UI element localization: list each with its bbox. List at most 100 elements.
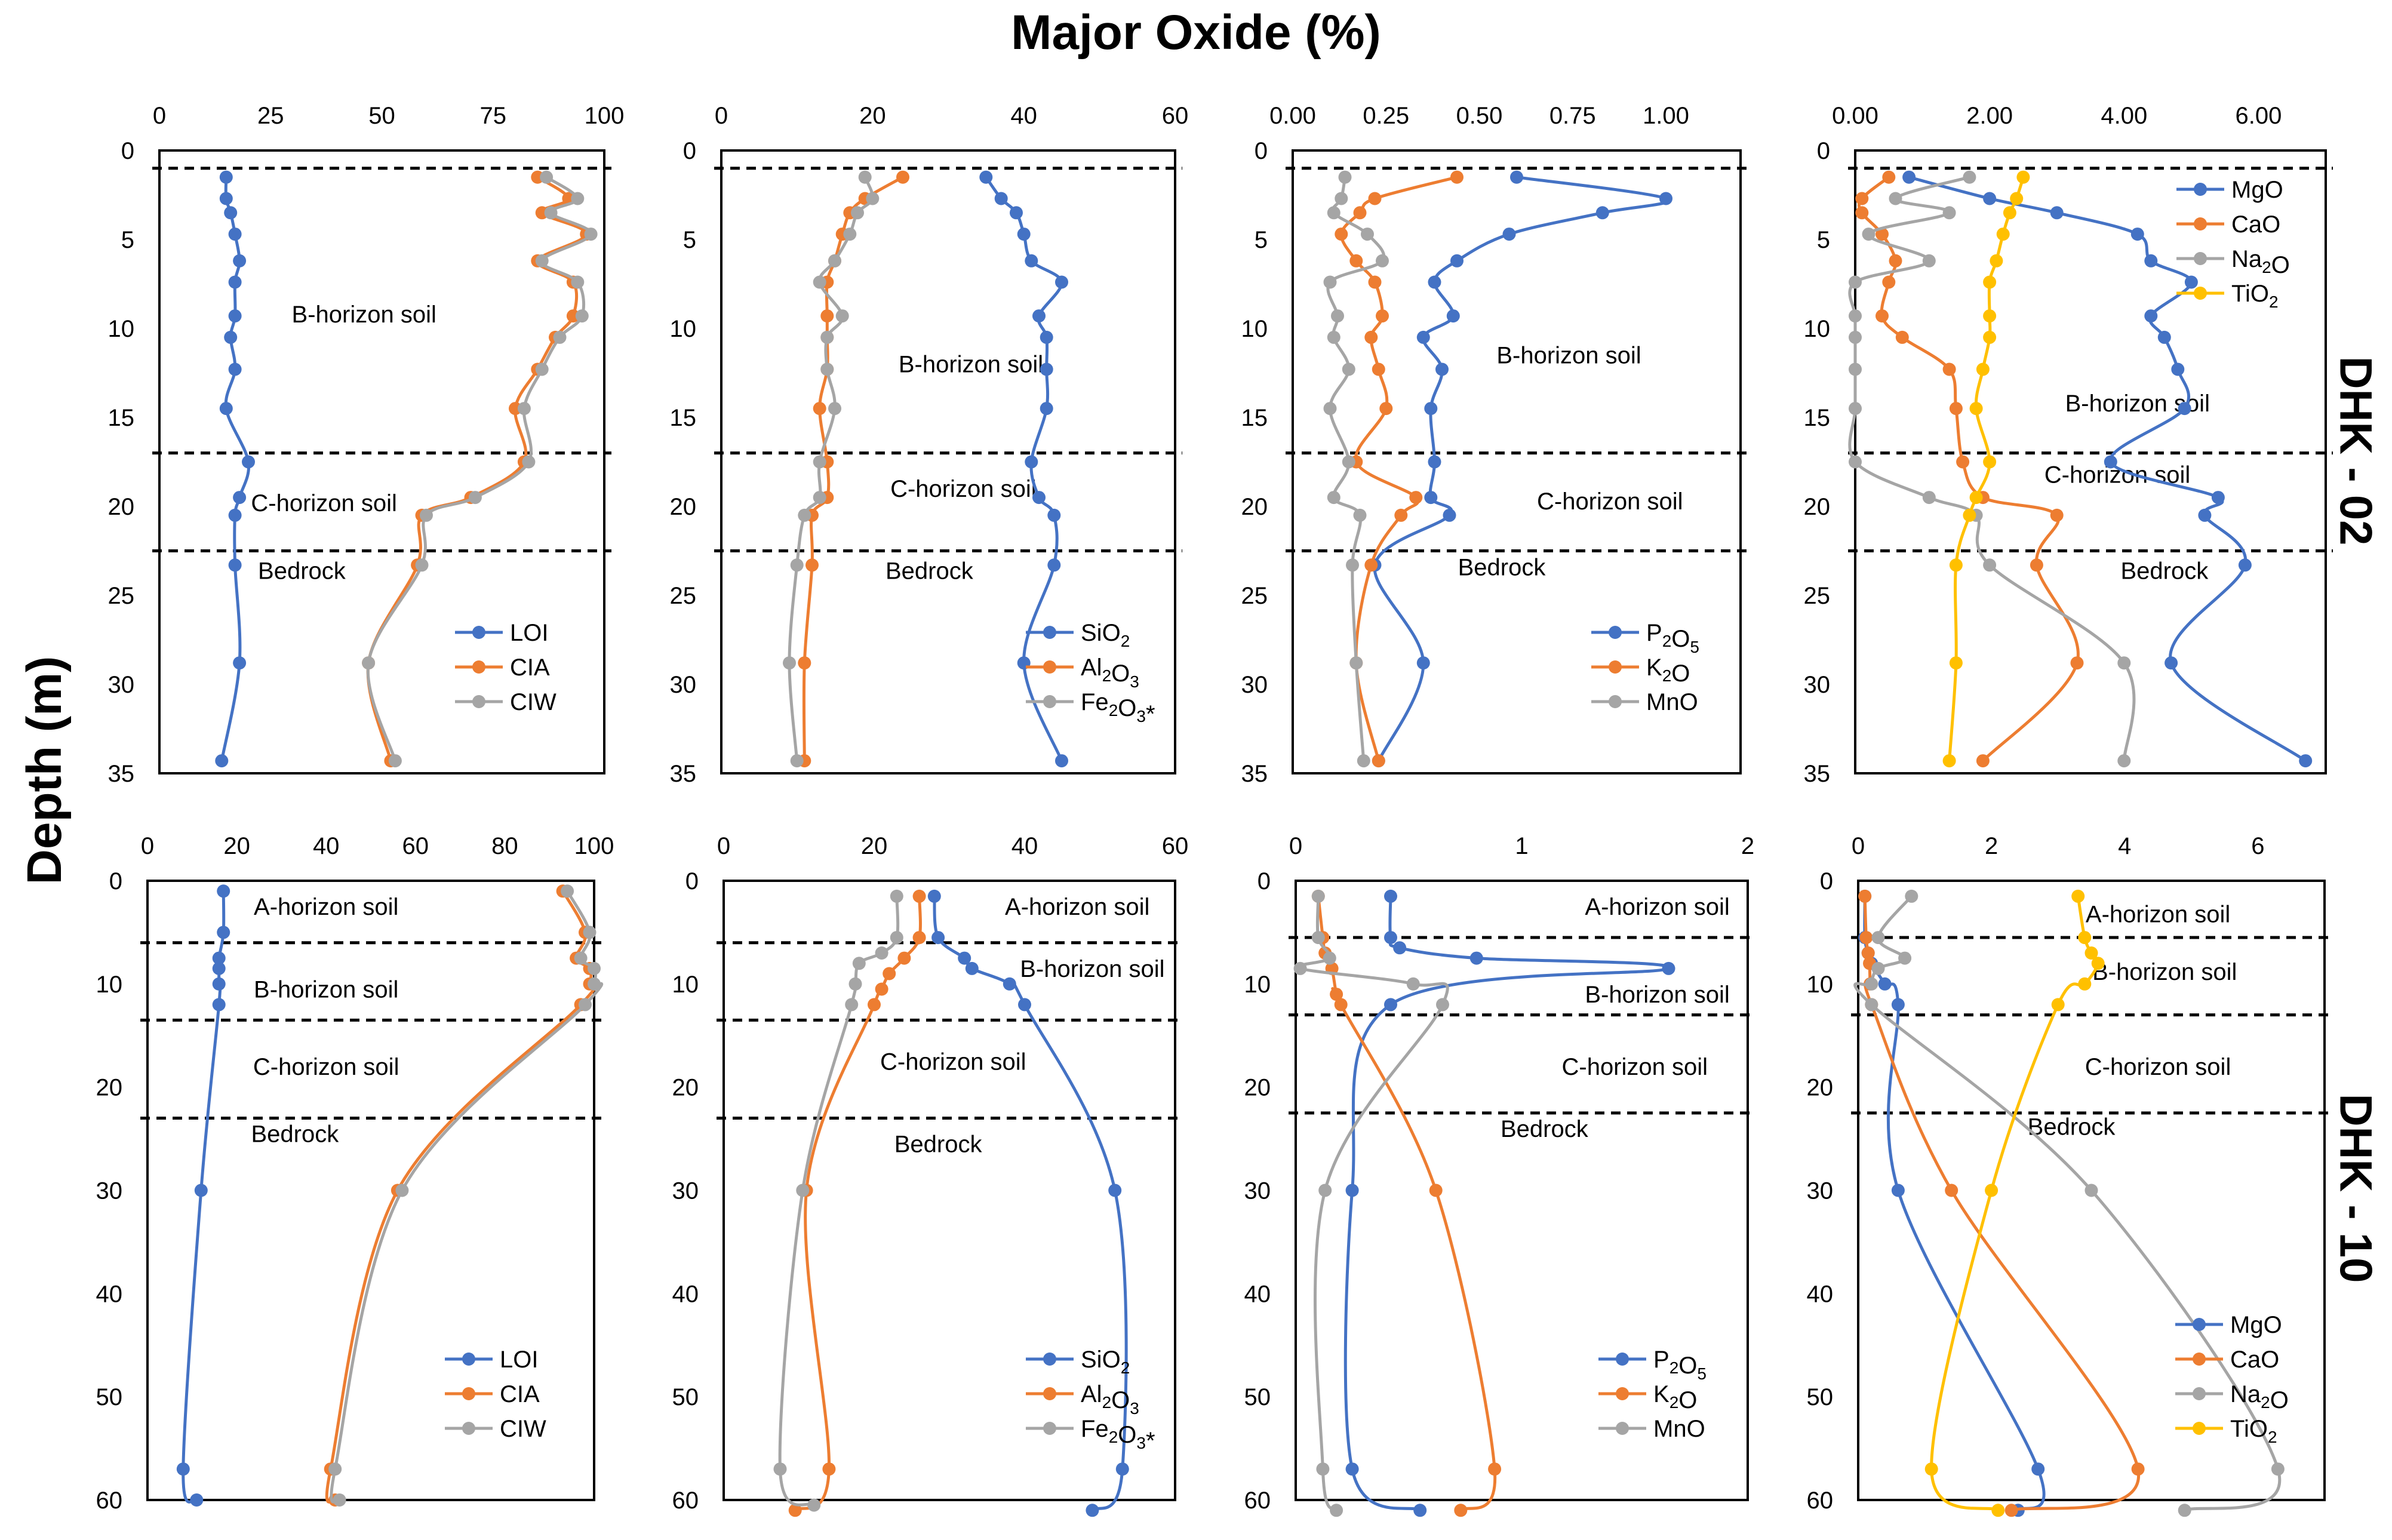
data-point-ciw bbox=[584, 228, 598, 241]
data-point-tio2 bbox=[1969, 402, 1983, 416]
data-point-sio2 bbox=[1025, 254, 1038, 268]
horizon-label-a-horizon-soil: A-horizon soil bbox=[254, 894, 398, 920]
legend-label-cia: CIA bbox=[500, 1381, 540, 1407]
y-tick-label: 10 bbox=[1244, 972, 1271, 998]
data-point-fe2o3-star bbox=[843, 228, 857, 241]
data-point-k2o bbox=[1376, 309, 1389, 323]
horizon-label-b-horizon-soil: B-horizon soil bbox=[1585, 982, 1729, 1008]
data-point-tio2 bbox=[2091, 957, 2105, 970]
x-tick-label: 0 bbox=[1289, 833, 1302, 859]
data-point-tio2 bbox=[2016, 170, 2030, 184]
x-tick-label: 0.00 bbox=[1269, 103, 1316, 129]
data-point-k2o bbox=[1353, 206, 1367, 220]
data-point-tio2 bbox=[1983, 455, 1997, 469]
data-point-sio2 bbox=[958, 951, 971, 965]
data-point-sio2 bbox=[1032, 491, 1046, 505]
horizon-label-bedrock: Bedrock bbox=[258, 558, 346, 584]
y-tick-label: 0 bbox=[109, 868, 122, 895]
data-point-cao bbox=[2070, 656, 2084, 670]
data-point-na2o bbox=[1849, 402, 1862, 416]
data-point-ciw bbox=[535, 362, 549, 376]
legend-marker-loi bbox=[472, 626, 485, 639]
y-tick-label: 10 bbox=[96, 972, 123, 998]
series-line-p2o5 bbox=[1343, 896, 1671, 1512]
y-tick-label: 10 bbox=[1241, 316, 1268, 342]
data-point-p2o5 bbox=[1450, 254, 1464, 268]
data-point-cao bbox=[2050, 508, 2064, 522]
legend-marker-al2o3 bbox=[1043, 660, 1056, 674]
horizon-label-b-horizon-soil: B-horizon soil bbox=[1020, 956, 1164, 982]
data-point-mgo bbox=[2104, 455, 2117, 469]
data-point-p2o5 bbox=[1416, 330, 1430, 344]
data-point-cao bbox=[1859, 931, 1873, 945]
legend-marker-k2o bbox=[1609, 660, 1622, 674]
legend-marker-k2o bbox=[1616, 1387, 1629, 1400]
legend-label-k2o: K2O bbox=[1653, 1381, 1697, 1413]
panel-1: 0 25 50 75 100 0 5 10 15 20 25 30 35 B-horizon soil C-… bbox=[108, 103, 625, 787]
data-point-fe2o3-star bbox=[813, 491, 826, 505]
legend-label-mgo: MgO bbox=[2231, 177, 2283, 203]
data-point-cao bbox=[1876, 228, 1889, 241]
x-tick-label: 2.00 bbox=[1966, 103, 2013, 129]
data-point-sio2 bbox=[1055, 275, 1068, 289]
data-point-sio2 bbox=[1055, 754, 1068, 768]
data-point-ciw bbox=[579, 998, 592, 1012]
legend-label-ciw: CIW bbox=[510, 689, 557, 715]
data-point-al2o3 bbox=[912, 931, 926, 945]
data-point-k2o bbox=[1454, 1504, 1468, 1517]
data-point-fe2o3-star bbox=[828, 402, 841, 416]
data-point-sio2 bbox=[965, 961, 979, 975]
y-tick-label: 5 bbox=[683, 227, 696, 253]
y-tick-label: 0 bbox=[683, 138, 696, 164]
legend-marker-na2o bbox=[2194, 252, 2207, 265]
data-point-loi bbox=[215, 754, 229, 768]
data-point-tio2 bbox=[1969, 491, 1983, 505]
y-tick-label: 15 bbox=[1241, 405, 1268, 431]
horizon-label-c-horizon-soil: C-horizon soil bbox=[1561, 1054, 1708, 1080]
data-point-mgo bbox=[1891, 998, 1905, 1012]
y-tick-label: 10 bbox=[1807, 972, 1834, 998]
data-point-cao bbox=[1889, 254, 1902, 268]
data-point-al2o3 bbox=[813, 402, 826, 416]
data-point-na2o bbox=[1862, 228, 1876, 241]
data-point-na2o bbox=[2271, 1462, 2285, 1476]
x-tick-label: 20 bbox=[859, 103, 886, 129]
legend-label-ciw: CIW bbox=[500, 1416, 546, 1442]
data-point-na2o bbox=[1889, 192, 1902, 205]
plot-frame bbox=[720, 149, 1176, 774]
y-tick-label: 0 bbox=[1817, 138, 1830, 164]
data-point-mno bbox=[1323, 951, 1336, 965]
horizon-label-c-horizon-soil: C-horizon soil bbox=[253, 1054, 399, 1080]
data-point-mno bbox=[1323, 275, 1337, 289]
data-point-p2o5 bbox=[1424, 402, 1438, 416]
data-point-fe2o3-star bbox=[890, 931, 903, 945]
data-point-na2o bbox=[1849, 455, 1862, 469]
horizon-label-c-horizon-soil: C-horizon soil bbox=[1537, 488, 1683, 515]
data-point-sio2 bbox=[1040, 362, 1053, 376]
horizon-label-b-horizon-soil: B-horizon soil bbox=[292, 302, 436, 328]
data-point-ciw bbox=[362, 656, 376, 670]
y-tick-label: 50 bbox=[1244, 1384, 1271, 1410]
data-point-sio2 bbox=[1025, 455, 1038, 469]
data-point-mno bbox=[1318, 1184, 1332, 1197]
legend-marker-ciw bbox=[472, 695, 485, 708]
legend-marker-loi bbox=[462, 1353, 475, 1366]
data-point-tio2 bbox=[1963, 508, 1976, 522]
data-point-mno bbox=[1346, 558, 1359, 572]
data-point-mno bbox=[1338, 170, 1352, 184]
x-tick-label: 50 bbox=[368, 103, 395, 129]
legend-marker-fe2o3-star bbox=[1043, 695, 1056, 708]
x-tick-label: 1 bbox=[1515, 833, 1528, 859]
data-point-p2o5 bbox=[1443, 508, 1456, 522]
y-tick-label: 30 bbox=[672, 1178, 699, 1204]
data-point-na2o bbox=[2084, 1184, 2098, 1197]
data-point-k2o bbox=[1334, 998, 1348, 1012]
data-point-sio2 bbox=[1032, 309, 1046, 323]
data-point-na2o bbox=[1849, 362, 1862, 376]
y-tick-label: 25 bbox=[1241, 583, 1268, 609]
y-tick-label: 0 bbox=[1820, 868, 1833, 895]
